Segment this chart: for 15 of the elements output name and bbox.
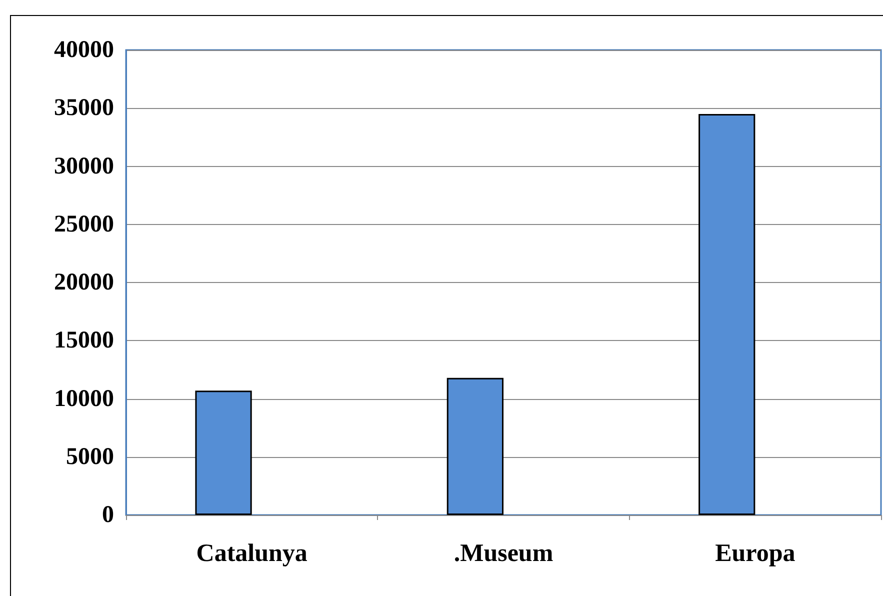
y-tick-label: 25000 xyxy=(54,211,114,238)
y-tick-label: 35000 xyxy=(54,95,114,122)
x-tick-label: Europa xyxy=(715,540,796,567)
y-tick-label: 15000 xyxy=(54,328,114,354)
y-tick-label: 0 xyxy=(102,502,114,528)
y-tick-label: 5000 xyxy=(66,444,114,470)
x-tick-label: Catalunya xyxy=(196,540,308,567)
y-tick-label: 10000 xyxy=(54,386,114,412)
y-tick-label: 30000 xyxy=(54,153,114,180)
x-tick-label: .Museum xyxy=(454,540,554,567)
y-tick-label: 20000 xyxy=(54,270,114,296)
y-tick-label: 40000 xyxy=(54,37,114,63)
bar xyxy=(446,378,504,515)
bar xyxy=(698,114,756,515)
bar xyxy=(195,390,252,515)
